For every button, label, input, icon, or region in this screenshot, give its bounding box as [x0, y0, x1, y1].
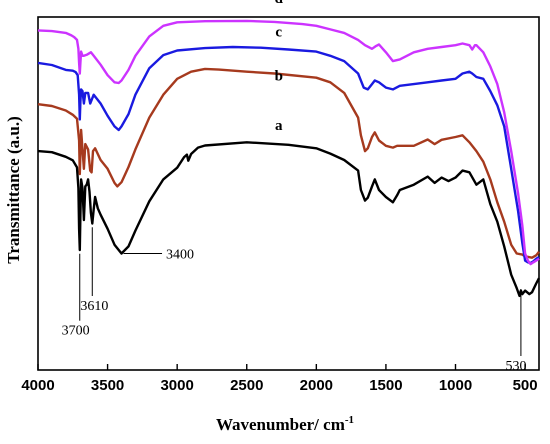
x-axis-ticks	[37, 364, 526, 370]
x-tick-label-2000: 2000	[300, 377, 333, 394]
x-tick-label-1000: 1000	[439, 377, 472, 394]
x-axis-title-text: Wavenumber/ cm	[216, 415, 345, 434]
plot-area-border	[37, 16, 540, 371]
series-line-b	[37, 67, 540, 259]
series-labels: a b c d	[275, 0, 284, 134]
annotation-label-3610: 3610	[80, 299, 108, 314]
series-label-c: c	[275, 24, 282, 40]
x-tick-label-3000: 3000	[160, 377, 193, 394]
x-tick-label-4000: 4000	[21, 377, 54, 394]
peak-annotations: 3700 3610 3400 530	[62, 227, 527, 374]
annotation-label-3400: 3400	[166, 248, 194, 263]
series-label-d: d	[275, 0, 284, 7]
x-tick-label-500: 500	[513, 377, 538, 394]
series-line-c	[37, 45, 540, 265]
annotation-label-3700: 3700	[62, 324, 90, 339]
annotation-label-530: 530	[506, 359, 527, 374]
series-line-d	[37, 19, 540, 266]
x-axis-tick-labels: 4000 3500 3000 2500 2000 1500 1000 500	[21, 377, 537, 394]
y-axis-title: Transmittance (a.u.)	[4, 116, 23, 263]
series-label-b: b	[275, 69, 283, 85]
x-tick-label-1500: 1500	[369, 377, 402, 394]
x-tick-label-2500: 2500	[230, 377, 263, 394]
series-line-a	[37, 141, 541, 298]
series-group	[37, 19, 541, 298]
series-label-a: a	[275, 118, 283, 134]
x-tick-label-3500: 3500	[91, 377, 124, 394]
plot-frame	[37, 16, 540, 371]
x-axis-title-sup: -1	[345, 414, 354, 426]
x-axis-title: Wavenumber/ cm-1	[216, 414, 354, 434]
